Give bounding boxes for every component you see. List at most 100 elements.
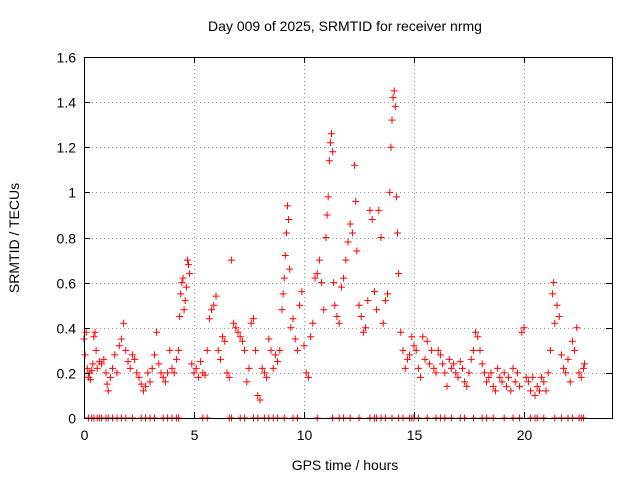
data-point — [397, 328, 405, 336]
data-point — [502, 382, 510, 390]
data-point — [115, 342, 123, 350]
data-point — [362, 324, 370, 332]
data-point — [551, 319, 559, 327]
data-point — [366, 206, 374, 214]
data-point — [355, 301, 363, 309]
data-point — [450, 360, 458, 368]
data-point — [472, 328, 480, 336]
data-point — [331, 301, 339, 309]
data-point — [557, 351, 565, 359]
data-point — [500, 369, 508, 377]
data-point — [560, 364, 568, 372]
data-point — [318, 279, 326, 287]
data-point — [153, 328, 161, 336]
data-point — [412, 346, 420, 354]
data-point — [546, 346, 554, 354]
data-point — [232, 324, 240, 332]
y-tick-label: 1.4 — [57, 95, 77, 111]
data-point — [507, 387, 515, 395]
data-point — [529, 373, 537, 381]
data-point — [403, 355, 411, 363]
data-point — [296, 301, 304, 309]
data-point — [223, 369, 231, 377]
data-point — [179, 274, 187, 282]
data-point — [485, 373, 493, 381]
data-point — [419, 333, 427, 341]
data-point — [491, 387, 499, 395]
data-point — [573, 324, 581, 332]
x-tick-label: 0 — [81, 427, 89, 443]
data-point — [436, 351, 444, 359]
data-point — [177, 290, 185, 298]
data-point — [535, 387, 543, 395]
data-point — [287, 324, 295, 332]
data-point — [498, 378, 506, 386]
data-point — [263, 373, 271, 381]
data-point — [168, 364, 176, 372]
y-tick-label: 1.2 — [57, 140, 77, 156]
data-point — [531, 391, 539, 399]
data-point — [166, 346, 174, 354]
data-point — [379, 319, 387, 327]
data-point — [286, 265, 294, 273]
data-point — [389, 94, 397, 102]
data-point — [566, 378, 574, 386]
data-point — [505, 373, 513, 381]
data-point — [394, 229, 401, 237]
data-point — [550, 279, 558, 287]
data-point — [238, 337, 246, 345]
grid-lines — [84, 57, 612, 418]
data-point — [458, 364, 466, 372]
data-point — [265, 335, 273, 343]
data-point — [98, 360, 106, 368]
data-point — [581, 360, 588, 368]
data-point — [260, 369, 268, 377]
data-point — [494, 364, 502, 372]
data-point — [81, 351, 89, 359]
data-point — [252, 346, 260, 354]
chart-title: Day 009 of 2025, SRMTID for receiver nrm… — [208, 18, 482, 34]
data-point — [377, 234, 385, 241]
data-point — [150, 351, 158, 359]
data-point — [509, 364, 517, 372]
data-point — [258, 364, 266, 372]
data-point — [391, 103, 399, 111]
data-point — [520, 324, 528, 332]
data-point — [443, 382, 451, 390]
data-point — [271, 351, 279, 359]
data-point — [103, 380, 111, 388]
data-point — [432, 369, 440, 377]
data-point — [368, 215, 376, 223]
data-point — [183, 256, 191, 264]
data-point — [113, 369, 121, 377]
data-point — [175, 346, 183, 354]
data-point — [278, 306, 286, 314]
data-point — [395, 270, 403, 278]
data-point — [203, 346, 211, 354]
data-point — [289, 315, 297, 323]
data-point — [311, 274, 319, 282]
data-points — [80, 87, 588, 422]
data-point — [234, 328, 242, 336]
data-point — [513, 369, 521, 377]
y-tick-label: 0.6 — [57, 276, 77, 292]
x-tick-label: 5 — [191, 427, 199, 443]
data-point — [313, 270, 321, 278]
data-point — [439, 360, 447, 368]
data-point — [575, 369, 583, 377]
data-point — [131, 355, 139, 363]
data-point — [384, 290, 392, 298]
data-point — [342, 256, 350, 264]
data-point — [182, 283, 190, 291]
y-tick-label: 0.8 — [57, 231, 77, 247]
data-point — [274, 358, 282, 366]
data-point — [210, 301, 218, 309]
data-point — [267, 346, 275, 354]
data-point — [522, 373, 530, 381]
data-point — [452, 369, 460, 377]
data-point — [323, 211, 331, 219]
data-point — [434, 346, 442, 354]
data-point — [164, 369, 172, 377]
data-point — [111, 351, 119, 359]
data-point — [219, 333, 227, 341]
